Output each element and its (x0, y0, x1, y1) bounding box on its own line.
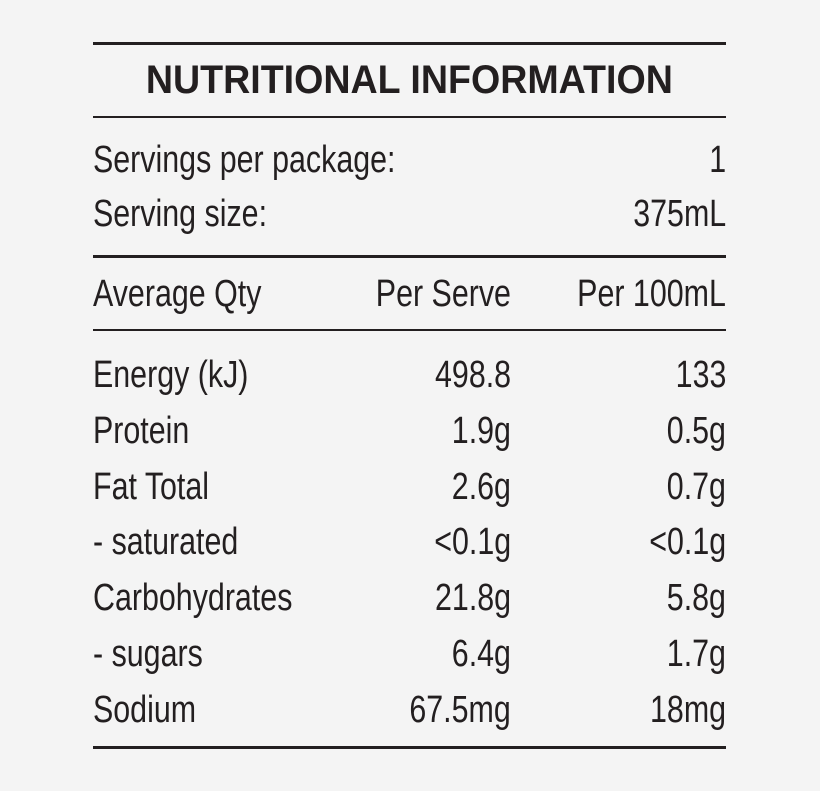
cell-text: <0.1g (649, 521, 726, 564)
cell-text: Fat Total (93, 465, 210, 508)
cell-text: - sugars (93, 633, 203, 675)
cell-text: 6.4g (451, 633, 511, 675)
cell: 2.6g (437, 462, 511, 512)
cell-text: 1 (709, 139, 726, 181)
cell-text: 5.8g (666, 577, 726, 620)
cell-text: Serving size: (93, 193, 268, 235)
cell-text: 67.5mg (409, 688, 511, 731)
cell-text: Sodium (93, 688, 197, 731)
cell: Per 100mL (540, 269, 726, 319)
cell-text: 0.7g (666, 465, 726, 508)
cell: 498.8 (416, 350, 511, 400)
cell: Fat Total (93, 462, 238, 512)
cell: <0.1g (415, 517, 511, 567)
cell-text: Carbohydrates (93, 577, 293, 620)
title: NUTRITIONAL INFORMATION (93, 55, 726, 105)
cell-text: Per Serve (375, 273, 511, 315)
rule (93, 42, 726, 45)
cell: 1 (705, 135, 726, 185)
cell-text: 21.8g (434, 577, 511, 620)
cell: 5.8g (652, 573, 726, 623)
cell: - sugars (93, 629, 230, 679)
cell: 0.5g (652, 406, 726, 456)
cell: 0.7g (652, 462, 726, 512)
cell-text: Energy (kJ) (93, 354, 249, 396)
cell-text: Average Qty (93, 273, 262, 315)
cell: Protein (93, 406, 213, 456)
cell: Serving size: (93, 189, 311, 239)
cell: - saturated (93, 517, 275, 567)
cell: <0.1g (630, 517, 726, 567)
cell-text: 133 (675, 354, 726, 396)
cell-text: 18mg (649, 688, 726, 731)
cell-text: 2.6g (451, 465, 511, 508)
cell: Servings per package: (93, 135, 471, 185)
title-text: NUTRITIONAL INFORMATION (145, 58, 674, 102)
rule (93, 116, 726, 118)
cell: Carbohydrates (93, 573, 342, 623)
cell: Energy (kJ) (93, 350, 287, 400)
cell-text: 1.9g (451, 409, 511, 452)
cell: 133 (663, 350, 726, 400)
rule (93, 255, 726, 258)
cell-text: Per 100mL (577, 273, 726, 315)
cell-text: Servings per package: (93, 139, 396, 181)
cell: 21.8g (416, 573, 511, 623)
rule (93, 329, 726, 331)
cell: 6.4g (437, 629, 511, 679)
cell-text: <0.1g (434, 521, 511, 564)
cell: 67.5mg (384, 685, 511, 735)
cell: 1.9g (437, 406, 511, 456)
rule (93, 746, 726, 749)
cell-text: 1.7g (666, 633, 726, 675)
cell: 375mL (610, 189, 726, 239)
cell: Average Qty (93, 269, 304, 319)
cell-text: 375mL (633, 193, 726, 235)
cell-text: 0.5g (666, 409, 726, 452)
cell: 18mg (631, 685, 726, 735)
cell-text: Protein (93, 409, 190, 452)
cell-text: - saturated (93, 521, 239, 564)
cell: Per Serve (342, 269, 511, 319)
cell-text: 498.8 (434, 354, 511, 396)
cell: Sodium (93, 685, 222, 735)
cell: 1.7g (652, 629, 726, 679)
